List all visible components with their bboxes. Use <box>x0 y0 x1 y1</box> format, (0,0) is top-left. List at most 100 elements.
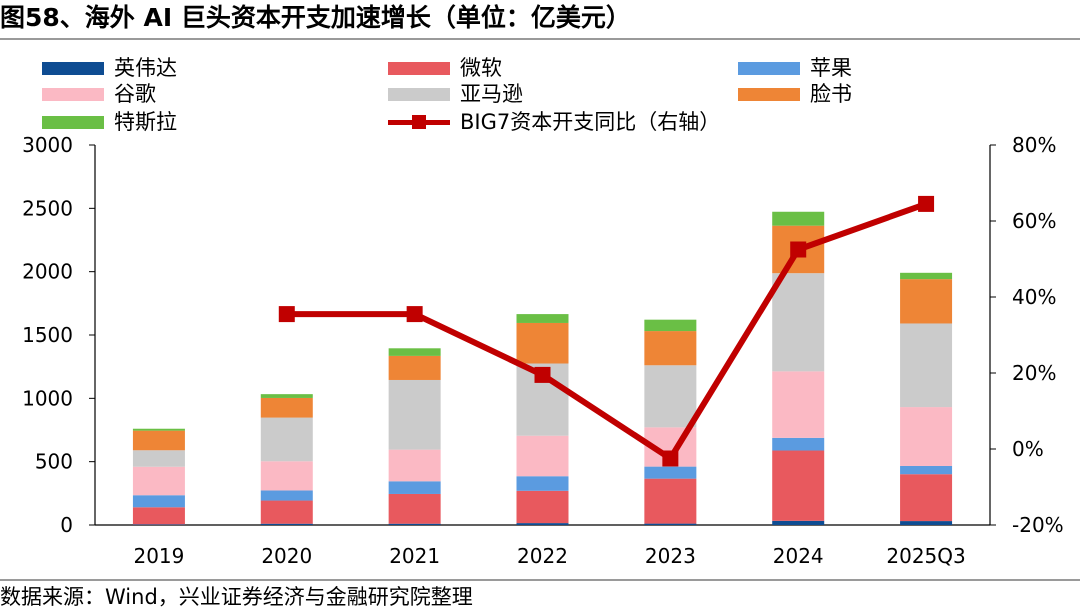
bar-segment-nvidia <box>132 524 185 525</box>
bar-segment-microsoft <box>900 474 953 522</box>
legend-item-microsoft: 微软 <box>388 56 502 80</box>
right-axis-tick-label: -20% <box>1012 513 1064 537</box>
legend-item-google: 谷歌 <box>42 82 156 106</box>
bar-segment-apple <box>644 466 697 479</box>
yoy-line <box>286 201 928 462</box>
legend-item-tesla: 特斯拉 <box>42 110 177 134</box>
legend-line-marker <box>412 115 426 129</box>
bar-segment-amazon <box>644 365 697 428</box>
bar-segment-microsoft <box>388 493 441 524</box>
bar-segment-google <box>388 449 441 482</box>
legend-swatch-meta <box>738 87 800 101</box>
bar-segment-apple <box>260 490 313 501</box>
legend-swatch-yoy-line <box>388 112 450 132</box>
x-axis-tick-label: 2022 <box>517 544 568 568</box>
bar-segment-microsoft <box>772 450 825 521</box>
left-axis-tick-label: 1000 <box>22 386 73 410</box>
bar-segment-meta <box>900 279 953 324</box>
bar-segment-google <box>772 371 825 438</box>
legend-swatch-tesla <box>42 115 104 129</box>
legend-swatch-microsoft <box>388 61 450 75</box>
bar-segment-tesla <box>516 314 569 323</box>
legend-label-microsoft: 微软 <box>460 56 502 80</box>
chart-plot: 0 500 1000 1500 2000 2500 3000 -20% 0% 20% 40% 60% 8… <box>22 136 1064 568</box>
bar-segment-meta <box>644 331 697 366</box>
right-axis-tick-label: 40% <box>1012 285 1056 309</box>
left-axis-tick-label: 0 <box>60 513 73 537</box>
bar-segment-google <box>516 435 569 477</box>
bar-segment-google <box>260 461 313 491</box>
bar-segment-google <box>132 466 185 496</box>
x-axis-tick-label: 2025Q3 <box>886 544 965 568</box>
bar-segment-amazon <box>260 417 313 462</box>
legend-label-tesla: 特斯拉 <box>114 110 177 134</box>
left-axis-tick-label: 3000 <box>22 136 73 157</box>
left-axis-tick-label: 1500 <box>22 323 73 347</box>
right-axis-tick-label: 20% <box>1012 361 1056 385</box>
legend-label-nvidia: 英伟达 <box>114 56 177 80</box>
title-divider <box>0 38 1080 40</box>
bar-segment-microsoft <box>260 500 313 524</box>
bar-segment-nvidia <box>388 523 441 525</box>
bar-segment-amazon <box>388 379 441 450</box>
bar-segment-nvidia <box>260 523 313 525</box>
bar-segment-microsoft <box>132 507 185 525</box>
source-divider <box>0 579 1080 581</box>
bar-segment-apple <box>132 495 185 508</box>
bar-segment-amazon <box>132 450 185 467</box>
bar-segment-amazon <box>772 273 825 372</box>
yoy-line-marker <box>278 306 295 323</box>
left-axis-tick-label: 2500 <box>22 196 73 220</box>
right-axis-tick-label: 80% <box>1012 136 1056 157</box>
legend-label-apple: 苹果 <box>810 56 852 80</box>
x-axis-tick-label: 2019 <box>133 544 184 568</box>
bar-segment-tesla <box>900 272 953 280</box>
source-note: 数据来源：Wind，兴业证券经济与金融研究院整理 <box>0 585 473 609</box>
bar-segment-apple <box>516 476 569 491</box>
legend-swatch-apple <box>738 61 800 75</box>
legend-item-apple: 苹果 <box>738 56 852 80</box>
x-axis-tick-label: 2024 <box>773 544 824 568</box>
bar-segment-tesla <box>644 319 697 332</box>
yoy-line-marker <box>534 366 551 383</box>
yoy-line-marker <box>662 450 679 467</box>
yoy-line-marker <box>790 241 807 258</box>
x-axis-tick-label: 2021 <box>389 544 440 568</box>
page-title: 图58、海外 AI 巨头资本开支加速增长（单位：亿美元） <box>0 3 631 32</box>
bar-segment-nvidia <box>900 521 953 525</box>
legend-swatch-google <box>42 87 104 101</box>
yoy-line-marker <box>406 306 423 323</box>
legend-swatch-amazon <box>388 87 450 101</box>
bar-segment-apple <box>772 437 825 451</box>
legend-label-meta: 脸书 <box>810 82 852 106</box>
x-axis-tick-label: 2020 <box>261 544 312 568</box>
bar-segment-nvidia <box>772 520 825 525</box>
right-axis-tick-label: 0% <box>1012 437 1044 461</box>
bar-segment-meta <box>260 397 313 418</box>
bar-segment-meta <box>388 355 441 380</box>
bar-segment-tesla <box>388 348 441 356</box>
bar-segment-meta <box>516 322 569 364</box>
right-axis-tick-label: 60% <box>1012 209 1056 233</box>
bar-segment-nvidia <box>644 523 697 525</box>
bar-segment-google <box>900 407 953 466</box>
x-axis-tick-label: 2023 <box>645 544 696 568</box>
bar-segment-apple <box>900 465 953 475</box>
bar-segment-tesla <box>260 394 313 398</box>
bar-segment-apple <box>388 481 441 494</box>
yoy-line-marker <box>918 195 935 212</box>
legend-item-yoy-line: BIG7资本开支同比（右轴） <box>388 110 720 134</box>
bar-segment-amazon <box>900 323 953 408</box>
left-axis-tick-label: 500 <box>35 450 73 474</box>
bar-segment-meta <box>132 430 185 451</box>
legend-label-amazon: 亚马逊 <box>460 82 523 106</box>
bar-segment-tesla <box>772 211 825 226</box>
legend-label-yoy-line: BIG7资本开支同比（右轴） <box>460 110 721 134</box>
left-axis-tick-label: 2000 <box>22 260 73 284</box>
bar-segment-microsoft <box>644 478 697 524</box>
legend-swatch-nvidia <box>42 61 104 75</box>
legend-label-google: 谷歌 <box>114 82 156 106</box>
legend-item-nvidia: 英伟达 <box>42 56 177 80</box>
legend-item-amazon: 亚马逊 <box>388 82 523 106</box>
legend-item-meta: 脸书 <box>738 82 852 106</box>
